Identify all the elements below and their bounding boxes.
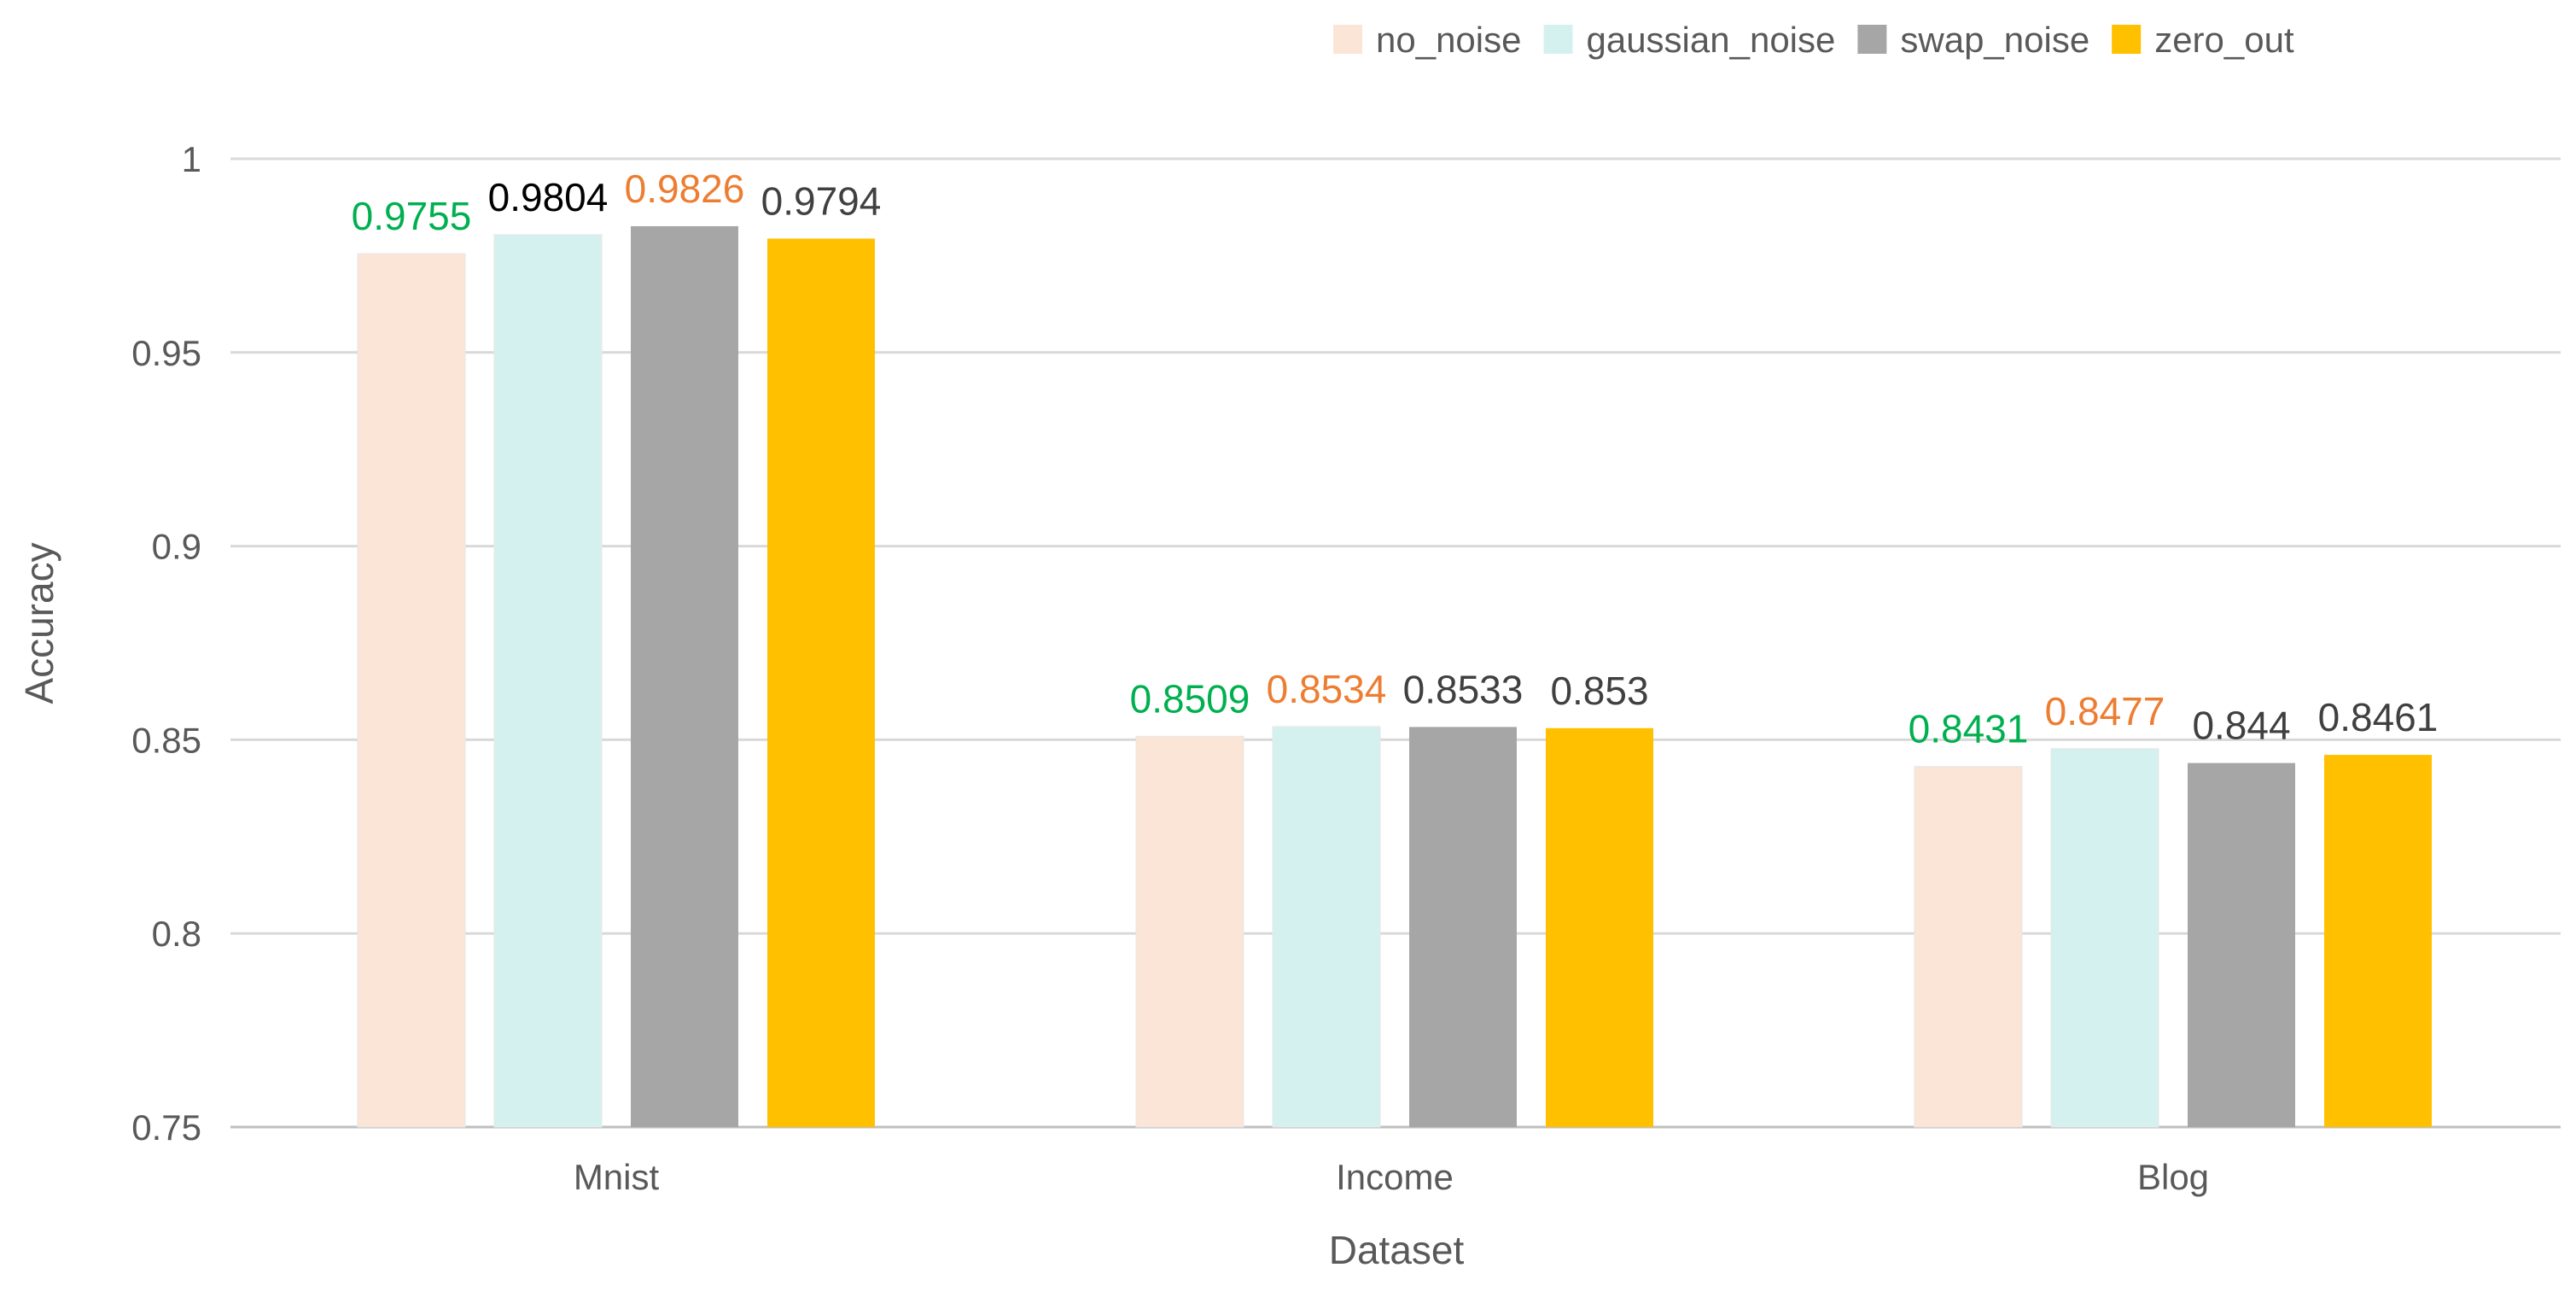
legend-label: swap_noise (1900, 20, 2089, 60)
x-category-label: Blog (2137, 1157, 2209, 1197)
y-tick-label: 1 (182, 139, 201, 179)
data-label: 0.8431 (1909, 707, 2029, 751)
legend-label: no_noise (1376, 20, 1521, 60)
x-axis-categories: Mnist Income Blog (574, 1157, 2209, 1197)
data-label: 0.9755 (352, 194, 472, 238)
data-label: 0.8477 (2045, 689, 2165, 733)
bar-zero_out-mnist (767, 238, 875, 1127)
bar-gaussian_noise-income (1272, 726, 1381, 1128)
bar-swap_noise-income (1409, 727, 1517, 1127)
bar-swap_noise-mnist (631, 225, 738, 1127)
data-label: 0.8534 (1267, 667, 1387, 711)
bar-gaussian_noise-mnist (493, 234, 603, 1128)
data-label: 0.8509 (1130, 676, 1250, 721)
bar-zero_out-income (1546, 727, 1653, 1127)
y-tick-label: 0.95 (131, 333, 201, 373)
legend-swatch (1333, 25, 1362, 54)
data-label: 0.8461 (2318, 695, 2439, 739)
data-label: 0.8533 (1403, 667, 1524, 711)
legend-swatch (2112, 25, 2142, 54)
bar-zero_out-blog (2324, 755, 2432, 1127)
bar-gaussian_noise-blog (2050, 748, 2159, 1128)
data-label: 0.844 (2192, 704, 2290, 748)
x-axis-title: Dataset (1329, 1228, 1465, 1272)
y-axis-title: Accuracy (17, 542, 61, 704)
gridlines (230, 157, 2561, 1129)
legend-label: zero_out (2154, 20, 2294, 60)
legend-swatch (1543, 25, 1573, 54)
y-tick-label: 0.75 (131, 1107, 201, 1148)
bar-no_noise-mnist (357, 253, 466, 1128)
legend-swatch (1857, 25, 1887, 54)
y-tick-label: 0.85 (131, 720, 201, 760)
x-category-label: Income (1336, 1157, 1454, 1197)
y-tick-label: 0.9 (152, 527, 201, 567)
bar-swap_noise-blog (2188, 762, 2295, 1127)
bar-no_noise-income (1135, 735, 1244, 1128)
bars (357, 225, 2432, 1128)
bar-no_noise-blog (1914, 766, 2023, 1128)
data-labels: 0.9755 0.9804 0.9826 0.9794 0.8509 0.8534 0.85… (352, 166, 2439, 751)
y-axis-ticks: 0.75 0.8 0.85 0.9 0.95 1 (131, 139, 201, 1148)
data-label: 0.853 (1550, 669, 1648, 713)
y-tick-label: 0.8 (152, 914, 201, 954)
legend-label: gaussian_noise (1586, 20, 1835, 60)
data-label: 0.9804 (488, 175, 609, 219)
data-label: 0.9794 (761, 178, 882, 223)
data-label: 0.9826 (625, 166, 745, 211)
x-category-label: Mnist (574, 1157, 660, 1197)
legend: no_noise gaussian_noise swap_noise zero_out (1333, 20, 2294, 60)
